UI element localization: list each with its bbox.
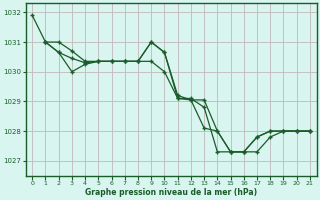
X-axis label: Graphe pression niveau de la mer (hPa): Graphe pression niveau de la mer (hPa) bbox=[85, 188, 257, 197]
